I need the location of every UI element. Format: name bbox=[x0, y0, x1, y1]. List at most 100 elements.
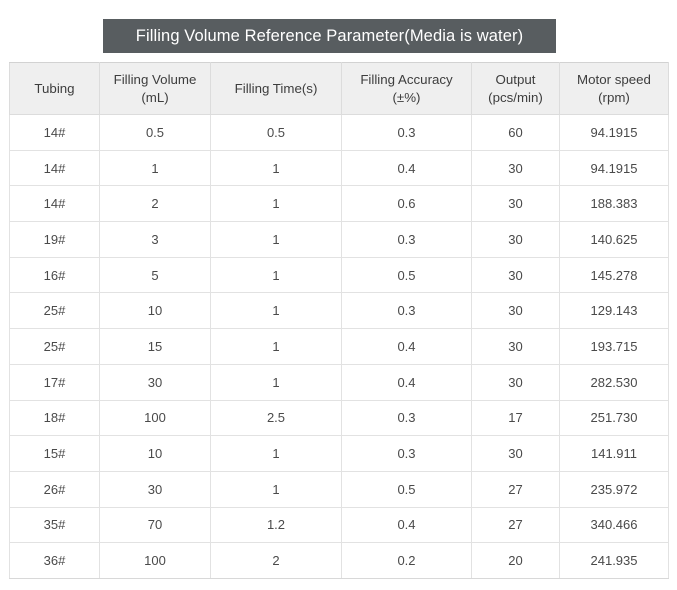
cell-speed: 282.530 bbox=[559, 363, 669, 401]
cell-speed: 129.143 bbox=[559, 292, 669, 330]
column-header-label: Motor speed bbox=[577, 72, 651, 88]
cell-tubing: 14# bbox=[9, 114, 100, 151]
cell-time: 1 bbox=[210, 221, 342, 258]
cell-speed: 340.466 bbox=[559, 506, 669, 544]
table-row: 18# 100 2.5 0.3 17 251.730 bbox=[9, 399, 669, 437]
column-header-accuracy: Filling Accuracy (±%) bbox=[341, 62, 472, 115]
table-row: 35# 70 1.2 0.4 27 340.466 bbox=[9, 506, 669, 544]
cell-volume: 100 bbox=[99, 399, 211, 437]
cell-speed: 145.278 bbox=[559, 256, 669, 294]
cell-tubing: 15# bbox=[9, 435, 100, 472]
column-header-unit: (pcs/min) bbox=[488, 89, 543, 105]
cell-accuracy: 0.4 bbox=[341, 149, 472, 187]
cell-output: 30 bbox=[471, 256, 560, 294]
cell-time: 1 bbox=[210, 363, 342, 401]
cell-accuracy: 0.3 bbox=[341, 221, 472, 258]
cell-time: 1 bbox=[210, 470, 342, 508]
cell-output: 60 bbox=[471, 114, 560, 151]
filling-volume-parameter-table: Tubing Filling Volume (mL) Filling Time(s) F… bbox=[9, 62, 669, 579]
cell-output: 27 bbox=[471, 470, 560, 508]
column-header-label: Filling Time(s) bbox=[234, 80, 318, 96]
table-header: Tubing Filling Volume (mL) Filling Time(s) F… bbox=[9, 62, 669, 115]
cell-output: 30 bbox=[471, 328, 560, 365]
cell-accuracy: 0.3 bbox=[341, 399, 472, 437]
cell-tubing: 36# bbox=[9, 542, 100, 579]
cell-tubing: 17# bbox=[9, 363, 100, 401]
cell-tubing: 19# bbox=[9, 221, 100, 258]
cell-output: 27 bbox=[471, 506, 560, 544]
cell-volume: 2 bbox=[99, 185, 211, 223]
cell-volume: 0.5 bbox=[99, 114, 211, 151]
cell-accuracy: 0.4 bbox=[341, 328, 472, 365]
table-row: 36# 100 2 0.2 20 241.935 bbox=[9, 542, 669, 579]
column-header-time: Filling Time(s) bbox=[210, 62, 342, 115]
cell-speed: 140.625 bbox=[559, 221, 669, 258]
cell-tubing: 16# bbox=[9, 256, 100, 294]
cell-volume: 100 bbox=[99, 542, 211, 579]
column-header-label: Tubing bbox=[34, 80, 75, 96]
column-header-unit: (mL) bbox=[141, 89, 169, 105]
cell-volume: 30 bbox=[99, 363, 211, 401]
table-row: 14# 2 1 0.6 30 188.383 bbox=[9, 185, 669, 223]
cell-output: 30 bbox=[471, 292, 560, 330]
table-row: 16# 5 1 0.5 30 145.278 bbox=[9, 256, 669, 294]
table-row: 17# 30 1 0.4 30 282.530 bbox=[9, 363, 669, 401]
column-header-unit: (±%) bbox=[392, 89, 421, 105]
cell-speed: 188.383 bbox=[559, 185, 669, 223]
cell-accuracy: 0.2 bbox=[341, 542, 472, 579]
column-header-volume: Filling Volume (mL) bbox=[99, 62, 211, 115]
cell-volume: 5 bbox=[99, 256, 211, 294]
cell-tubing: 26# bbox=[9, 470, 100, 508]
cell-accuracy: 0.4 bbox=[341, 363, 472, 401]
cell-volume: 70 bbox=[99, 506, 211, 544]
cell-accuracy: 0.5 bbox=[341, 256, 472, 294]
table-row: 19# 3 1 0.3 30 140.625 bbox=[9, 221, 669, 258]
cell-time: 1 bbox=[210, 256, 342, 294]
cell-tubing: 18# bbox=[9, 399, 100, 437]
cell-speed: 193.715 bbox=[559, 328, 669, 365]
cell-accuracy: 0.3 bbox=[341, 435, 472, 472]
cell-time: 1 bbox=[210, 149, 342, 187]
cell-tubing: 14# bbox=[9, 185, 100, 223]
cell-accuracy: 0.5 bbox=[341, 470, 472, 508]
cell-accuracy: 0.3 bbox=[341, 292, 472, 330]
parameter-table-container: Tubing Filling Volume (mL) Filling Time(s) F… bbox=[9, 62, 669, 579]
table-row: 25# 10 1 0.3 30 129.143 bbox=[9, 292, 669, 330]
cell-speed: 235.972 bbox=[559, 470, 669, 508]
column-header-label: Output bbox=[495, 72, 536, 88]
cell-time: 1 bbox=[210, 435, 342, 472]
cell-time: 1 bbox=[210, 185, 342, 223]
cell-tubing: 14# bbox=[9, 149, 100, 187]
table-row: 14# 1 1 0.4 30 94.1915 bbox=[9, 149, 669, 187]
cell-accuracy: 0.4 bbox=[341, 506, 472, 544]
cell-tubing: 25# bbox=[9, 328, 100, 365]
cell-output: 30 bbox=[471, 435, 560, 472]
table-row: 25# 15 1 0.4 30 193.715 bbox=[9, 328, 669, 365]
cell-tubing: 35# bbox=[9, 506, 100, 544]
page-title: Filling Volume Reference Parameter(Media… bbox=[135, 26, 524, 45]
cell-time: 1 bbox=[210, 292, 342, 330]
cell-speed: 141.911 bbox=[559, 435, 669, 472]
cell-volume: 10 bbox=[99, 435, 211, 472]
table-header-row: Tubing Filling Volume (mL) Filling Time(s) F… bbox=[9, 62, 669, 115]
cell-accuracy: 0.3 bbox=[341, 114, 472, 151]
column-header-speed: Motor speed (rpm) bbox=[559, 62, 669, 115]
cell-volume: 15 bbox=[99, 328, 211, 365]
cell-output: 30 bbox=[471, 363, 560, 401]
cell-accuracy: 0.6 bbox=[341, 185, 472, 223]
cell-speed: 241.935 bbox=[559, 542, 669, 579]
cell-time: 1.2 bbox=[210, 506, 342, 544]
cell-time: 2.5 bbox=[210, 399, 342, 437]
cell-speed: 251.730 bbox=[559, 399, 669, 437]
cell-speed: 94.1915 bbox=[559, 114, 669, 151]
column-header-output: Output (pcs/min) bbox=[471, 62, 560, 115]
cell-output: 20 bbox=[471, 542, 560, 579]
cell-volume: 1 bbox=[99, 149, 211, 187]
column-header-label: Filling Accuracy bbox=[360, 72, 453, 88]
cell-time: 1 bbox=[210, 328, 342, 365]
cell-volume: 3 bbox=[99, 221, 211, 258]
table-row: 26# 30 1 0.5 27 235.972 bbox=[9, 470, 669, 508]
table-title-banner: Filling Volume Reference Parameter(Media… bbox=[103, 19, 556, 53]
table-row: 14# 0.5 0.5 0.3 60 94.1915 bbox=[9, 114, 669, 151]
